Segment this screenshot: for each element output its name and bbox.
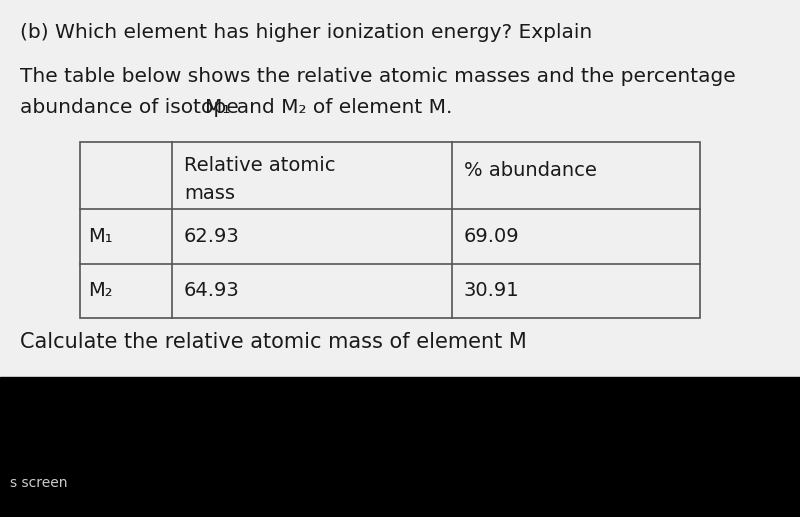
Text: Relative atomic: Relative atomic [184, 156, 335, 175]
Text: (b) Which element has higher ionization energy? Explain: (b) Which element has higher ionization … [20, 23, 592, 42]
Bar [0, 377, 800, 517]
Text: % abundance: % abundance [464, 161, 597, 180]
Text: Calculate the relative atomic mass of element M: Calculate the relative atomic mass of el… [20, 332, 526, 352]
Text: M₁: M₁ [88, 227, 113, 246]
Text: abundance of isotope: abundance of isotope [20, 98, 238, 117]
Text: 64.93: 64.93 [184, 281, 240, 300]
Text: 62.93: 62.93 [184, 227, 240, 246]
Text: M₁ and M₂ of element M.: M₁ and M₂ of element M. [205, 98, 452, 117]
Text: mass: mass [184, 185, 235, 203]
Bar [80, 142, 700, 318]
Text: 69.09: 69.09 [464, 227, 520, 246]
Text: The table below shows the relative atomic masses and the percentage: The table below shows the relative atomi… [20, 67, 736, 86]
Text: M₂: M₂ [88, 281, 113, 300]
Text: s screen: s screen [10, 476, 67, 490]
Text: 30.91: 30.91 [464, 281, 520, 300]
